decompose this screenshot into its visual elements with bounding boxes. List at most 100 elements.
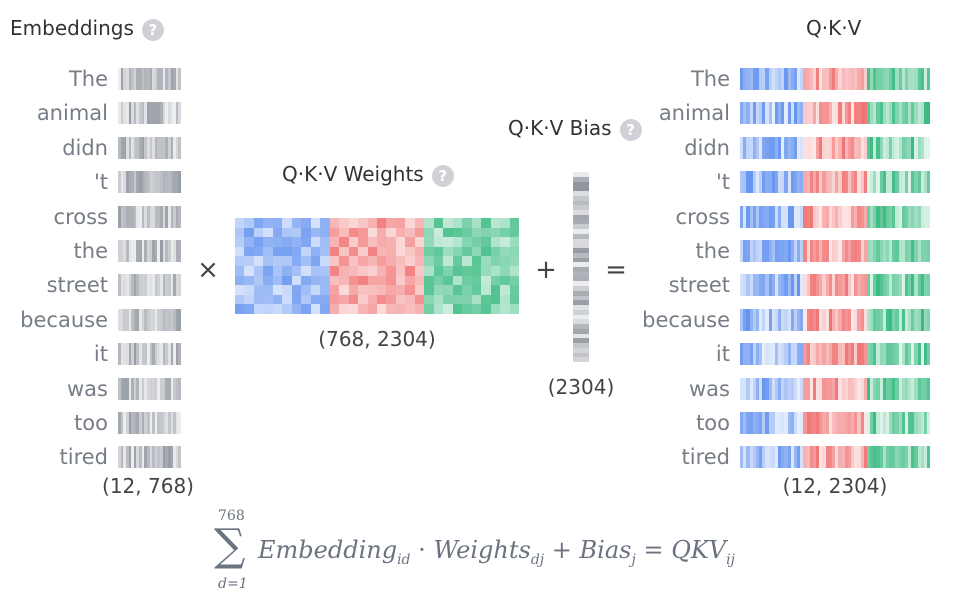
embedding-row[interactable]	[118, 343, 181, 366]
weight-cell	[462, 237, 472, 247]
qkv-row[interactable]	[740, 343, 931, 366]
qkv-cell	[816, 102, 820, 125]
question-circle-icon[interactable]: ?	[141, 18, 164, 41]
token-label: The	[690, 67, 730, 91]
qkv-row[interactable]	[740, 102, 931, 125]
weight-cell	[253, 294, 264, 305]
question-circle-icon[interactable]: ?	[431, 164, 454, 187]
qkv-row[interactable]	[740, 171, 931, 194]
qkv-cell	[841, 308, 845, 331]
embedding-cell	[133, 343, 137, 366]
weight-cell	[490, 256, 501, 266]
qkv-row[interactable]	[740, 308, 931, 331]
weight-cell	[481, 246, 491, 257]
weight-cell	[320, 275, 330, 286]
qkv-cell	[812, 68, 817, 90]
qkv-cell	[822, 274, 826, 297]
qkv-row[interactable]	[740, 136, 931, 159]
weight-cell	[329, 237, 340, 247]
weight-cell	[272, 256, 283, 266]
bias-cell	[573, 205, 589, 210]
embedding-row[interactable]	[118, 205, 181, 228]
qkv-cell	[914, 412, 918, 434]
qkv-cell	[889, 308, 893, 331]
qkv-row[interactable]	[740, 205, 931, 228]
weight-cell	[329, 246, 340, 257]
qkv-cell	[778, 308, 782, 331]
qkv-cell	[812, 308, 817, 331]
qkv-cell	[863, 171, 867, 194]
embedding-cell	[144, 68, 147, 90]
question-circle-icon[interactable]: ?	[619, 118, 642, 141]
qkv-row[interactable]	[740, 377, 931, 400]
embedding-cell	[175, 308, 179, 331]
qkv-cell	[793, 240, 798, 262]
weight-cell	[291, 218, 302, 228]
qkv-cell	[879, 205, 883, 228]
embedding-cell	[144, 274, 147, 297]
weight-cell	[405, 275, 415, 286]
qkv-cell	[844, 136, 848, 159]
weight-cell	[320, 246, 330, 257]
embedding-cell	[146, 136, 150, 159]
qkv-cell	[803, 102, 807, 125]
qkv-row[interactable]	[740, 274, 931, 297]
qkv-cell	[835, 171, 839, 194]
embedding-row[interactable]	[118, 171, 181, 194]
qkv-cell	[762, 308, 766, 331]
qkv-row[interactable]	[740, 240, 931, 262]
qkv-cell	[873, 446, 877, 469]
weight-cell	[509, 285, 519, 295]
embedding-cell	[118, 308, 121, 331]
embedding-cell	[178, 446, 181, 469]
embedding-row[interactable]	[118, 274, 181, 297]
dot-operator: ·	[418, 536, 426, 564]
embedding-cell	[139, 274, 142, 297]
bias-cell	[573, 347, 589, 353]
qkv-row[interactable]	[740, 68, 931, 90]
qkv-cell	[882, 171, 886, 194]
qkv-cell	[822, 343, 826, 366]
embedding-row[interactable]	[118, 136, 181, 159]
embedding-row[interactable]	[118, 240, 181, 262]
bias-cell	[573, 338, 589, 343]
embedding-row[interactable]	[118, 102, 181, 125]
qkv-cell	[800, 308, 804, 331]
qkv-cell	[825, 68, 829, 90]
qkv-cell	[917, 446, 921, 469]
embedding-cell	[128, 136, 132, 159]
qkv-cell	[870, 412, 874, 434]
embedding-row[interactable]	[118, 446, 181, 469]
weight-cell	[329, 266, 340, 276]
bias-vector[interactable]	[573, 172, 589, 362]
embedding-row[interactable]	[118, 68, 181, 90]
embedding-cell	[125, 68, 129, 90]
qkv-cell	[819, 240, 823, 262]
qkv-cell	[917, 377, 921, 400]
qkv-cell	[885, 205, 890, 228]
embedding-cell	[120, 446, 124, 469]
embedding-row[interactable]	[118, 412, 181, 434]
qkv-cell	[889, 240, 893, 262]
embedding-row[interactable]	[118, 377, 181, 400]
token-label: it	[715, 342, 730, 367]
embedding-cell	[167, 171, 171, 194]
qkv-cell	[806, 377, 810, 400]
qkv-cell	[752, 171, 756, 194]
qkv-cell	[781, 136, 785, 159]
qkv-row[interactable]	[740, 446, 931, 469]
embedding-row[interactable]	[118, 308, 181, 331]
qkv-cell	[749, 274, 753, 297]
qkv-cell	[768, 171, 772, 194]
qkv-cell	[838, 274, 842, 297]
embedding-cell	[128, 446, 132, 469]
qkv-cell	[873, 308, 877, 331]
qkv-cell	[847, 171, 852, 194]
qkv-cell	[800, 377, 804, 400]
weights-matrix[interactable]	[235, 218, 519, 314]
embedding-cell	[144, 412, 147, 434]
qkv-row[interactable]	[740, 412, 931, 434]
embedding-cell	[144, 308, 147, 331]
weight-cell	[509, 256, 519, 266]
qkv-cell	[803, 412, 807, 434]
